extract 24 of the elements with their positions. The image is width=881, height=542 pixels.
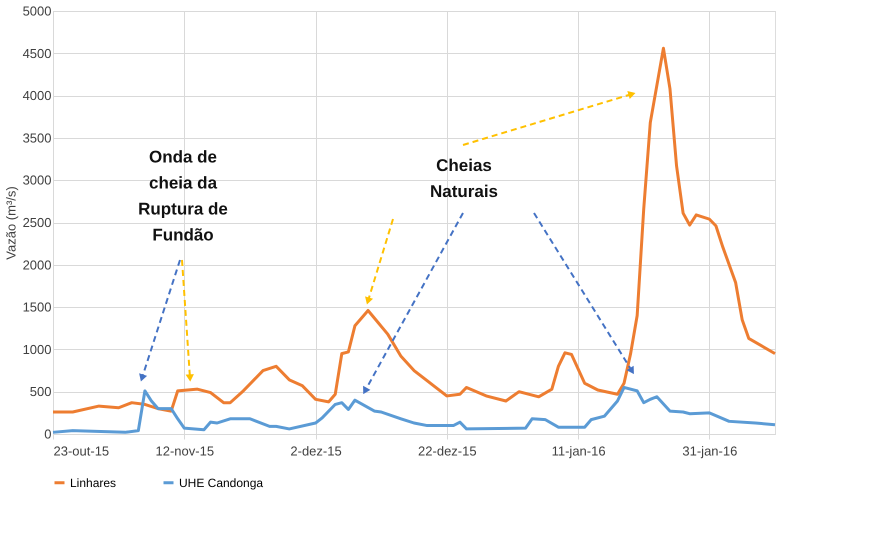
y-tick-label: 5000 xyxy=(22,4,52,18)
y-tick-label: 2000 xyxy=(22,257,52,272)
legend-label: Linhares xyxy=(70,476,116,490)
line-series xyxy=(52,386,776,434)
y-axis-title: Vazão (m³/s) xyxy=(4,186,19,260)
x-tick-label: 11-jan-16 xyxy=(552,444,606,458)
x-tick-label: 12-nov-15 xyxy=(156,444,214,458)
x-tick-label: 2-dez-15 xyxy=(290,444,342,458)
x-tick-label: 31-jan-16 xyxy=(682,444,738,458)
y-tick-label: 1500 xyxy=(22,300,52,315)
legend-label: UHE Candonga xyxy=(179,476,264,490)
y-tick-label: 500 xyxy=(30,384,52,400)
line-series xyxy=(52,46,776,414)
y-tick-label: 4500 xyxy=(22,46,52,61)
y-tick-label: 2500 xyxy=(22,215,52,230)
y-tick-label: 3000 xyxy=(22,172,52,188)
x-tick-label: 23-out-15 xyxy=(54,444,110,458)
annotation: Onda de cheia da Ruptura de Fundão xyxy=(138,148,228,244)
y-tick-label: 3500 xyxy=(22,130,52,146)
y-tick-label: 1000 xyxy=(22,342,52,357)
y-tick-label: 0 xyxy=(44,426,52,442)
y-tick-label: 4000 xyxy=(22,88,52,104)
x-tick-label: 22-dez-15 xyxy=(418,444,477,458)
annotation: Cheias Naturais xyxy=(430,156,498,201)
